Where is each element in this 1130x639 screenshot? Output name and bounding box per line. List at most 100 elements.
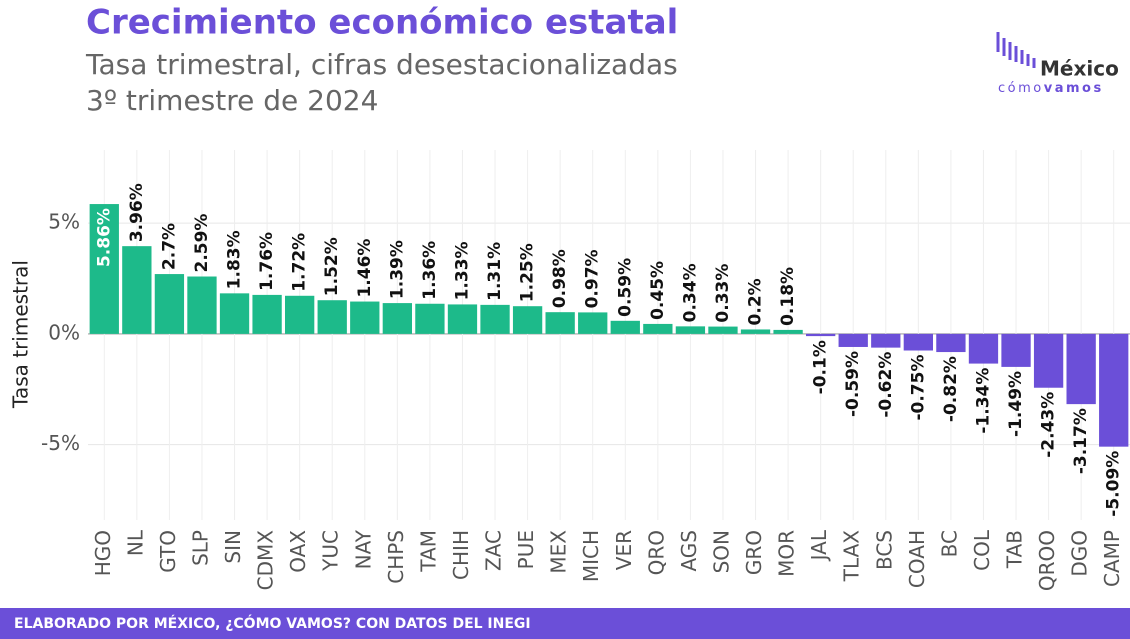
data-label: 2.59% xyxy=(192,214,212,273)
bar xyxy=(545,312,575,334)
x-tick-label: DGO xyxy=(1068,530,1092,577)
data-label: -0.1% xyxy=(811,340,831,394)
x-tick-label: NL xyxy=(123,529,147,556)
data-label: 2.7% xyxy=(159,223,179,270)
bar xyxy=(350,301,380,334)
data-label: 3.96% xyxy=(127,183,147,242)
x-tick-label: OAX xyxy=(286,530,310,573)
data-label: -1.49% xyxy=(1006,371,1026,437)
x-tick-label: CDMX xyxy=(254,530,278,591)
x-tick-label: ZAC xyxy=(482,530,506,571)
y-tick-label: -5% xyxy=(41,431,80,455)
data-label: 0.97% xyxy=(583,249,603,308)
data-label: -0.82% xyxy=(941,356,961,422)
bar xyxy=(154,274,185,334)
bar xyxy=(512,306,543,334)
bar xyxy=(903,333,933,351)
x-tick-label: YUC xyxy=(319,530,343,572)
x-tick-label: JAL xyxy=(807,529,831,562)
bar xyxy=(806,333,836,337)
x-tick-label: GTO xyxy=(156,530,180,573)
bar xyxy=(578,312,608,334)
logo-name: México xyxy=(1040,57,1119,81)
data-label: 0.45% xyxy=(648,261,668,320)
bar xyxy=(1099,333,1129,447)
data-label: 1.31% xyxy=(485,242,505,301)
bar xyxy=(89,204,119,334)
data-label: 1.52% xyxy=(322,237,342,296)
footer-bar xyxy=(0,608,1130,639)
data-label: 0.34% xyxy=(680,263,700,322)
bar xyxy=(936,333,966,353)
data-label: 0.98% xyxy=(550,249,570,308)
x-tick-label: SLP xyxy=(188,530,212,566)
bar xyxy=(219,293,250,334)
x-tick-label: BC xyxy=(937,530,961,557)
bar xyxy=(1066,333,1096,405)
x-tick-label: PUE xyxy=(514,530,538,569)
bar xyxy=(968,333,999,364)
x-tick-label: NAY xyxy=(351,529,375,569)
bar xyxy=(708,326,738,334)
x-tick-label: BCS xyxy=(872,530,896,570)
data-label: 1.76% xyxy=(257,232,277,291)
x-tick-label: COL xyxy=(970,529,994,571)
data-label: 1.36% xyxy=(420,241,440,300)
data-label: -0.75% xyxy=(908,355,928,421)
data-label: 1.83% xyxy=(225,230,245,289)
data-label: 0.59% xyxy=(615,258,635,317)
footer-source: ELABORADO POR MÉXICO, ¿CÓMO VAMOS? CON D… xyxy=(14,614,531,632)
bar xyxy=(643,323,673,334)
bar xyxy=(317,300,347,334)
data-label: 1.46% xyxy=(355,239,375,298)
bar xyxy=(382,303,412,334)
bar xyxy=(740,329,771,334)
x-tick-label: MOR xyxy=(775,530,799,577)
logo-tagline-b: vamos xyxy=(1044,81,1104,96)
data-label: 0.2% xyxy=(746,278,766,325)
bar xyxy=(480,304,510,334)
data-label: -0.62% xyxy=(876,352,896,418)
x-tick-label: MEX xyxy=(547,530,571,574)
grid xyxy=(88,150,1130,520)
x-tick-label: CAMP xyxy=(1100,530,1124,587)
bar xyxy=(675,326,706,334)
bar xyxy=(447,304,478,334)
x-tick-label: TLAX xyxy=(840,530,864,583)
chart-title: Crecimiento económico estatal xyxy=(86,3,678,43)
bar xyxy=(415,303,445,334)
data-label: -0.59% xyxy=(843,351,863,417)
x-tick-label: TAM xyxy=(416,530,440,573)
x-tick-label: MICH xyxy=(579,530,603,582)
bar xyxy=(610,320,640,334)
x-tick-label: VER xyxy=(612,530,636,570)
x-tick-label: AGS xyxy=(677,530,701,572)
x-tick-label: TAB xyxy=(1003,530,1027,569)
data-label: -5.09% xyxy=(1104,451,1124,517)
x-tick-label: CHPS xyxy=(384,530,408,584)
x-tick-label: COAH xyxy=(905,530,929,588)
x-tick-label: SON xyxy=(709,530,733,573)
data-label: 0.33% xyxy=(713,264,733,323)
x-tick-label: CHIH xyxy=(449,530,473,580)
logo-tagline: cómovamos xyxy=(998,81,1104,96)
bar xyxy=(122,246,152,334)
x-tick-label: GRO xyxy=(742,530,766,575)
bar xyxy=(252,294,282,334)
bar xyxy=(773,329,803,334)
bar xyxy=(871,333,901,348)
bar xyxy=(187,276,217,334)
x-tick-label: HGO xyxy=(91,530,115,576)
data-label: -3.17% xyxy=(1071,408,1091,474)
x-tick-label: SIN xyxy=(221,530,245,564)
data-label: 0.18% xyxy=(778,267,798,326)
data-label: 5.86% xyxy=(94,208,114,267)
logo-icon xyxy=(996,32,1036,68)
data-label: 1.72% xyxy=(290,233,310,292)
data-label: 1.25% xyxy=(518,243,538,302)
logo-tagline-a: cómo xyxy=(998,81,1044,96)
chart-subtitle: 3º trimestre de 2024 xyxy=(86,84,378,117)
bar xyxy=(285,295,315,334)
chart-subtitle: Tasa trimestral, cifras desestacionaliza… xyxy=(85,48,678,81)
